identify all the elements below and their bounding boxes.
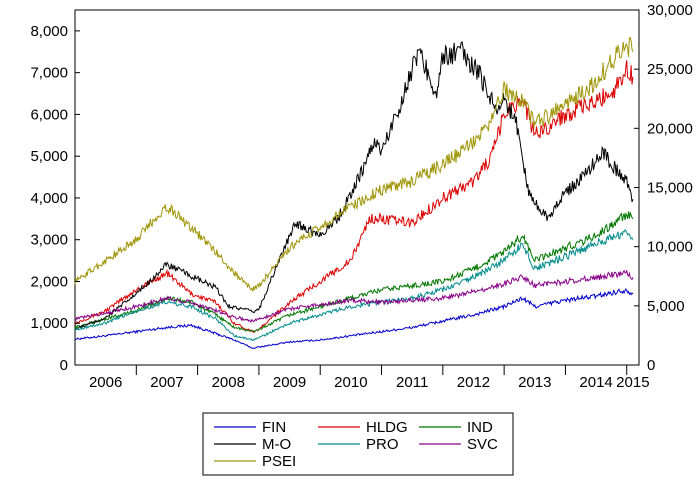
left-tick-label: 2,000 — [30, 273, 68, 290]
series-line-m-o — [74, 41, 634, 331]
left-tick-label: 6,000 — [30, 106, 68, 123]
x-tick-label: 2009 — [273, 374, 306, 391]
x-axis: 2006 2007 2008 2009 2010 2011 2012 2013 2014 2015 — [89, 365, 650, 391]
series-line-ind — [74, 211, 634, 333]
right-tick-label: 30,000 — [647, 2, 693, 19]
legend-label-svc: SVC — [467, 436, 498, 453]
left-tick-label: 4,000 — [30, 190, 68, 207]
left-tick-label: 3,000 — [30, 232, 68, 249]
x-tick-label: 2015 — [616, 374, 649, 391]
series-line-psei — [74, 36, 634, 292]
x-tick-label: 2011 — [396, 374, 428, 391]
legend-label-psei: PSEI — [262, 453, 296, 470]
x-tick-label: 2007 — [150, 374, 183, 391]
right-tick-label: 0 — [647, 357, 655, 374]
left-tick-label: 0 — [60, 357, 68, 374]
legend-label-fin: FIN — [262, 419, 286, 436]
left-tick-label: 7,000 — [30, 65, 68, 82]
left-tick-label: 1,000 — [30, 315, 68, 332]
left-tick-label: 8,000 — [30, 23, 68, 40]
series-line-fin — [74, 288, 634, 350]
series-line-hldg — [74, 60, 634, 333]
series-layer — [74, 36, 634, 350]
right-tick-label: 25,000 — [647, 61, 693, 78]
right-tick-label: 15,000 — [647, 180, 693, 197]
right-tick-label: 10,000 — [647, 239, 693, 256]
legend-label-hldg: HLDG — [366, 419, 408, 436]
left-axis: 0 1,000 2,000 3,000 4,000 5,000 6,000 7,000 8,00… — [30, 23, 80, 374]
x-tick-label: 2010 — [334, 374, 367, 391]
x-tick-label: 2012 — [457, 374, 490, 391]
legend-label-ind: IND — [467, 419, 493, 436]
plot-frame — [74, 9, 640, 366]
x-tick-label: 2013 — [518, 374, 551, 391]
right-axis: 0 5,000 10,000 15,000 20,000 25,000 30,000 — [634, 2, 693, 374]
x-tick-label: 2006 — [89, 374, 122, 391]
series-line-svc — [74, 269, 634, 323]
right-tick-label: 5,000 — [647, 298, 685, 315]
legend-label-pro: PRO — [366, 436, 399, 453]
x-tick-label: 2008 — [212, 374, 245, 391]
legend: FIN HLDG IND M-O PRO SVC PSEI — [202, 412, 514, 476]
left-tick-label: 5,000 — [30, 148, 68, 165]
right-tick-label: 20,000 — [647, 120, 693, 137]
series-line-pro — [74, 228, 634, 342]
legend-label-m-o: M-O — [262, 436, 291, 453]
x-tick-label: 2014 — [579, 374, 612, 391]
